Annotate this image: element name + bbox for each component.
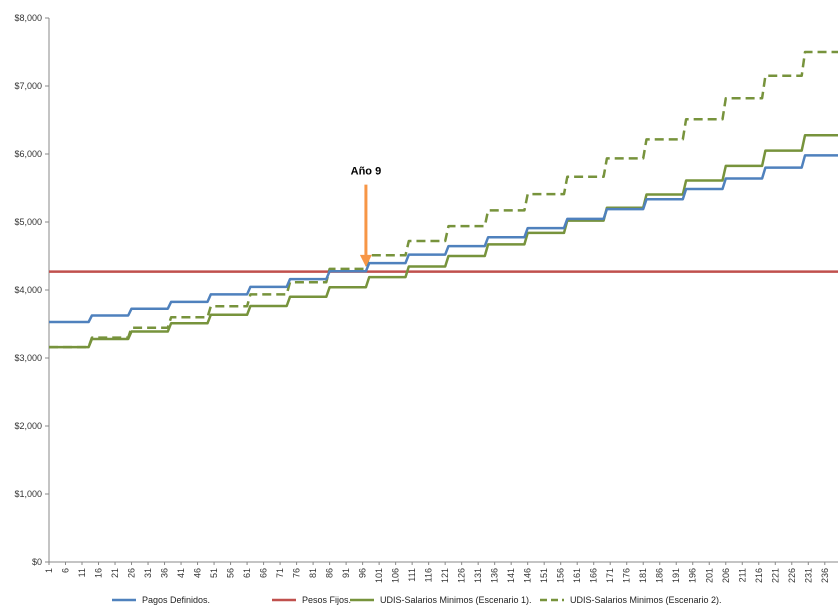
x-tick-label: 221 — [770, 568, 780, 583]
x-tick-label: 231 — [803, 568, 813, 583]
annotation-label: Año 9 — [351, 165, 382, 177]
x-tick-label: 56 — [226, 568, 236, 578]
x-tick-label: 181 — [638, 568, 648, 583]
series-line — [49, 52, 838, 347]
y-tick-label: $4,000 — [14, 285, 42, 295]
series-line — [49, 135, 838, 347]
y-tick-label: $8,000 — [14, 13, 42, 23]
series-layer — [49, 52, 838, 347]
x-tick-label: 156 — [556, 568, 566, 583]
x-tick-label: 46 — [193, 568, 203, 578]
x-tick-label: 96 — [358, 568, 368, 578]
x-tick-label: 236 — [820, 568, 830, 583]
x-tick-label: 21 — [110, 568, 120, 578]
legend-label: Pesos Fijos. — [302, 595, 351, 605]
y-tick-label: $7,000 — [14, 81, 42, 91]
x-tick-label: 226 — [787, 568, 797, 583]
x-tick-label: 216 — [754, 568, 764, 583]
legend: Pagos Definidos. Pesos Fijos. UDIS-Salario… — [112, 595, 722, 605]
annotation: Año 9 — [351, 165, 382, 266]
x-tick-label: 206 — [721, 568, 731, 583]
x-tick-label: 36 — [160, 568, 170, 578]
x-tick-label: 76 — [292, 568, 302, 578]
x-tick-label: 101 — [374, 568, 384, 583]
x-tick-label: 131 — [473, 568, 483, 583]
x-tick-label: 86 — [325, 568, 335, 578]
x-tick-label: 26 — [127, 568, 137, 578]
x-tick-label: 196 — [688, 568, 698, 583]
y-tick-label: $0 — [32, 557, 42, 567]
x-tick-label: 11 — [77, 568, 87, 577]
x-tick-label: 1 — [44, 568, 54, 573]
x-tick-label: 111 — [407, 568, 417, 582]
x-tick-label: 41 — [176, 568, 186, 578]
y-tick-label: $5,000 — [14, 217, 42, 227]
x-tick-label: 201 — [704, 568, 714, 583]
x-tick-label: 211 — [737, 568, 747, 582]
x-tick-label: 121 — [440, 568, 450, 583]
x-tick-label: 66 — [259, 568, 269, 578]
y-tick-label: $1,000 — [14, 489, 42, 499]
x-tick-label: 71 — [275, 568, 285, 578]
x-tick-label: 136 — [490, 568, 500, 583]
x-tick-label: 61 — [242, 568, 252, 578]
x-tick-label: 151 — [539, 568, 549, 583]
legend-label: Pagos Definidos. — [142, 595, 210, 605]
y-tick-label: $3,000 — [14, 353, 42, 363]
legend-label: UDIS-Salarios Minimos (Escenario 2). — [570, 595, 722, 605]
x-tick-label: 116 — [424, 568, 434, 582]
annotation-arrow-head — [360, 255, 372, 267]
legend-label: UDIS-Salarios Minimos (Escenario 1). — [380, 595, 532, 605]
x-tick-label: 186 — [655, 568, 665, 583]
x-tick-label: 91 — [341, 568, 351, 578]
x-tick-label: 31 — [143, 568, 153, 578]
x-tick-label: 16 — [94, 568, 104, 578]
x-tick-label: 6 — [61, 568, 71, 573]
x-tick-label: 81 — [308, 568, 318, 578]
x-tick-label: 51 — [209, 568, 219, 578]
x-tick-label: 146 — [523, 568, 533, 583]
x-axis-ticks: 1 6 11 16 21 26 31 36 41 46 51 56 61 66 71 76 81 86 91 96 10… — [44, 562, 830, 583]
x-tick-label: 141 — [506, 568, 516, 583]
x-tick-label: 176 — [622, 568, 632, 583]
x-tick-label: 106 — [391, 568, 401, 583]
x-tick-label: 166 — [589, 568, 599, 583]
y-axis-ticks: $0 $1,000 $2,000 $3,000 $4,000 $5,000 $6,000 $7… — [14, 13, 49, 567]
x-tick-label: 191 — [671, 568, 681, 583]
x-tick-label: 171 — [605, 568, 615, 583]
y-tick-label: $6,000 — [14, 149, 42, 159]
x-tick-label: 161 — [572, 568, 582, 583]
y-tick-label: $2,000 — [14, 421, 42, 431]
x-tick-label: 126 — [457, 568, 467, 583]
